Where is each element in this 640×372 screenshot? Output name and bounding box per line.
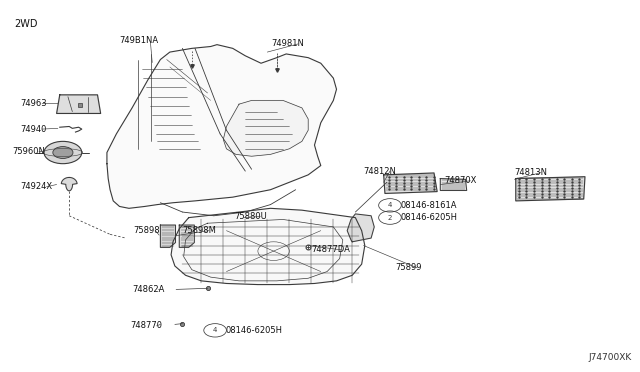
Polygon shape xyxy=(223,100,308,156)
Polygon shape xyxy=(348,214,374,242)
Circle shape xyxy=(44,141,82,164)
Text: 75898: 75898 xyxy=(133,226,160,235)
Text: 74877DA: 74877DA xyxy=(311,246,350,254)
Polygon shape xyxy=(179,225,195,247)
Text: 4: 4 xyxy=(213,327,218,333)
Text: 08146-6205H: 08146-6205H xyxy=(400,213,457,222)
Polygon shape xyxy=(61,177,77,191)
Polygon shape xyxy=(171,208,365,285)
Text: 75880U: 75880U xyxy=(234,212,267,221)
Polygon shape xyxy=(516,177,585,201)
Text: 75899: 75899 xyxy=(395,263,422,272)
Polygon shape xyxy=(56,95,100,113)
Text: 74924X: 74924X xyxy=(20,182,52,191)
Text: 748770: 748770 xyxy=(130,321,162,330)
Polygon shape xyxy=(384,173,437,193)
Text: 4: 4 xyxy=(388,202,392,208)
Text: J74700XK: J74700XK xyxy=(588,353,631,362)
Text: 74940: 74940 xyxy=(20,125,47,134)
Text: 74862A: 74862A xyxy=(132,285,164,294)
Text: 08146-8161A: 08146-8161A xyxy=(400,201,456,210)
Text: 75960N: 75960N xyxy=(13,147,45,156)
Text: 74870X: 74870X xyxy=(444,176,476,185)
Text: 74813N: 74813N xyxy=(515,168,547,177)
Polygon shape xyxy=(161,225,175,247)
Text: 749B1NA: 749B1NA xyxy=(120,36,159,45)
Circle shape xyxy=(53,147,73,158)
Text: 08146-6205H: 08146-6205H xyxy=(225,326,282,335)
Text: 2: 2 xyxy=(388,215,392,221)
Text: 2WD: 2WD xyxy=(14,19,37,29)
Polygon shape xyxy=(440,179,467,190)
Text: 74981N: 74981N xyxy=(272,39,305,48)
Polygon shape xyxy=(107,45,337,208)
Text: 75898M: 75898M xyxy=(182,226,216,235)
Text: 74812N: 74812N xyxy=(364,167,396,176)
Text: 74963: 74963 xyxy=(20,99,47,108)
